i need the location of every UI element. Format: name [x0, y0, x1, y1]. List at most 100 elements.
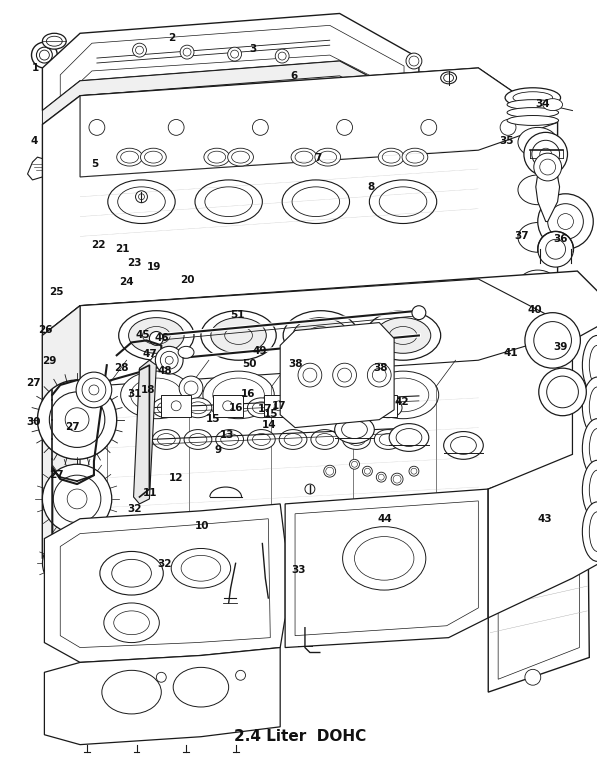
Circle shape [376, 472, 386, 482]
Ellipse shape [583, 336, 600, 395]
Circle shape [76, 372, 112, 408]
Ellipse shape [315, 148, 341, 166]
Circle shape [524, 132, 568, 176]
Text: 33: 33 [292, 564, 306, 574]
Circle shape [412, 306, 426, 320]
Text: 17: 17 [272, 401, 287, 411]
Text: 15: 15 [264, 409, 279, 419]
Polygon shape [80, 68, 557, 177]
Text: 14: 14 [262, 420, 277, 430]
Ellipse shape [370, 180, 437, 223]
Polygon shape [488, 316, 600, 618]
Ellipse shape [43, 33, 66, 49]
Circle shape [236, 671, 245, 680]
Polygon shape [80, 279, 577, 387]
Polygon shape [285, 489, 488, 648]
Ellipse shape [184, 398, 212, 417]
Ellipse shape [282, 180, 350, 223]
Text: 43: 43 [538, 514, 552, 524]
Ellipse shape [543, 99, 563, 111]
Text: 8: 8 [368, 182, 375, 192]
Text: 36: 36 [553, 233, 568, 243]
Text: 6: 6 [290, 71, 298, 81]
Text: 4: 4 [30, 136, 37, 146]
Ellipse shape [440, 72, 457, 84]
Bar [367, 395, 397, 417]
Circle shape [538, 232, 574, 267]
Text: 30: 30 [26, 417, 41, 427]
Ellipse shape [171, 548, 230, 588]
Text: 20: 20 [180, 275, 194, 285]
Circle shape [500, 119, 516, 136]
Circle shape [539, 368, 586, 416]
Text: 10: 10 [194, 521, 209, 531]
Text: 51: 51 [230, 310, 245, 320]
Text: 27: 27 [65, 422, 80, 432]
Ellipse shape [389, 424, 429, 451]
Circle shape [275, 49, 289, 63]
Text: 17: 17 [258, 404, 273, 414]
Circle shape [324, 465, 335, 477]
Text: 24: 24 [119, 277, 134, 287]
Circle shape [133, 43, 146, 57]
Ellipse shape [178, 346, 194, 358]
Text: 27: 27 [49, 470, 64, 480]
Text: 31: 31 [127, 389, 142, 399]
Text: 16: 16 [229, 403, 244, 413]
Text: 21: 21 [116, 244, 130, 254]
Ellipse shape [173, 668, 229, 707]
Text: 48: 48 [157, 367, 172, 377]
Circle shape [37, 380, 117, 460]
Ellipse shape [375, 318, 431, 353]
Ellipse shape [293, 318, 349, 353]
Text: 49: 49 [253, 346, 267, 356]
Ellipse shape [343, 398, 370, 417]
Polygon shape [43, 306, 80, 593]
Circle shape [149, 332, 163, 346]
Text: 38: 38 [373, 363, 388, 373]
Ellipse shape [443, 431, 483, 460]
Ellipse shape [583, 502, 600, 561]
Ellipse shape [216, 430, 244, 450]
Circle shape [409, 467, 419, 476]
Circle shape [32, 42, 57, 68]
Ellipse shape [119, 310, 194, 360]
Ellipse shape [505, 88, 560, 108]
Circle shape [136, 191, 148, 203]
Ellipse shape [204, 148, 230, 166]
Ellipse shape [311, 430, 338, 450]
Circle shape [538, 194, 593, 249]
Ellipse shape [211, 318, 266, 353]
Ellipse shape [291, 148, 317, 166]
Ellipse shape [374, 430, 402, 450]
Circle shape [305, 484, 315, 494]
Circle shape [151, 357, 162, 368]
Polygon shape [43, 68, 557, 336]
Bar [213, 395, 242, 417]
Circle shape [367, 363, 391, 387]
Circle shape [274, 401, 284, 410]
Ellipse shape [102, 671, 161, 714]
Polygon shape [280, 323, 394, 427]
Polygon shape [44, 648, 280, 745]
Circle shape [89, 119, 105, 136]
Ellipse shape [518, 175, 557, 205]
Circle shape [43, 538, 92, 588]
Text: 18: 18 [141, 385, 155, 395]
Text: 26: 26 [38, 325, 53, 335]
Ellipse shape [507, 99, 559, 109]
Circle shape [157, 672, 166, 682]
Text: 22: 22 [91, 240, 105, 250]
Text: 44: 44 [377, 514, 392, 524]
Text: 41: 41 [504, 348, 518, 358]
Circle shape [43, 464, 112, 534]
Circle shape [179, 376, 203, 400]
Circle shape [171, 401, 181, 410]
Ellipse shape [365, 310, 440, 360]
Ellipse shape [343, 430, 370, 450]
Circle shape [227, 47, 242, 61]
Text: 11: 11 [143, 488, 157, 498]
Ellipse shape [104, 603, 160, 643]
Text: 40: 40 [527, 305, 542, 315]
Text: 42: 42 [395, 397, 410, 407]
